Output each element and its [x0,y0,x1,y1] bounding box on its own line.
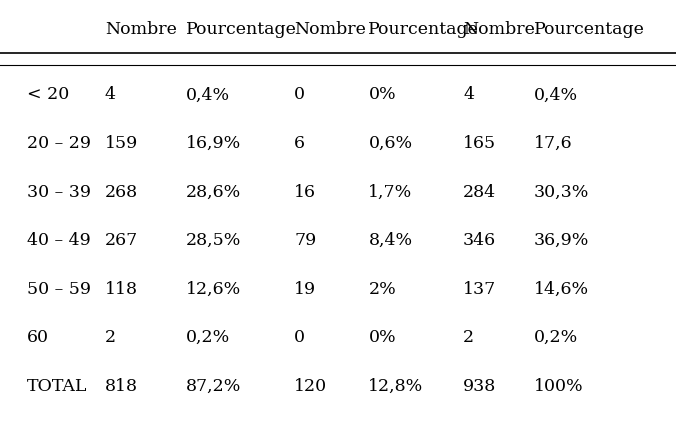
Text: 8,4%: 8,4% [368,232,412,249]
Text: 100%: 100% [534,378,583,395]
Text: 267: 267 [105,232,138,249]
Text: Nombre: Nombre [105,21,176,38]
Text: 0,2%: 0,2% [534,329,578,346]
Text: 0,6%: 0,6% [368,135,412,152]
Text: 20 – 29: 20 – 29 [27,135,91,152]
Text: Pourcentage: Pourcentage [534,21,645,38]
Text: Pourcentage: Pourcentage [186,21,297,38]
Text: 4: 4 [463,87,474,103]
Text: TOTAL: TOTAL [27,378,87,395]
Text: 40 – 49: 40 – 49 [27,232,91,249]
Text: 19: 19 [294,281,316,298]
Text: 87,2%: 87,2% [186,378,241,395]
Text: 30 – 39: 30 – 39 [27,184,91,200]
Text: 50 – 59: 50 – 59 [27,281,91,298]
Text: 165: 165 [463,135,496,152]
Text: Nombre: Nombre [463,21,535,38]
Text: Pourcentage: Pourcentage [368,21,479,38]
Text: 938: 938 [463,378,496,395]
Text: 17,6: 17,6 [534,135,573,152]
Text: 284: 284 [463,184,496,200]
Text: 346: 346 [463,232,496,249]
Text: 12,8%: 12,8% [368,378,424,395]
Text: 12,6%: 12,6% [186,281,241,298]
Text: 2: 2 [105,329,116,346]
Text: 159: 159 [105,135,138,152]
Text: 0: 0 [294,87,305,103]
Text: 137: 137 [463,281,496,298]
Text: 0,4%: 0,4% [534,87,578,103]
Text: 1,7%: 1,7% [368,184,412,200]
Text: 2%: 2% [368,281,396,298]
Text: 0%: 0% [368,329,396,346]
Text: 79: 79 [294,232,316,249]
Text: 2: 2 [463,329,474,346]
Text: 14,6%: 14,6% [534,281,589,298]
Text: 28,5%: 28,5% [186,232,241,249]
Text: 60: 60 [27,329,49,346]
Text: 28,6%: 28,6% [186,184,241,200]
Text: 268: 268 [105,184,138,200]
Text: 0%: 0% [368,87,396,103]
Text: Nombre: Nombre [294,21,366,38]
Text: 36,9%: 36,9% [534,232,589,249]
Text: 16,9%: 16,9% [186,135,241,152]
Text: 818: 818 [105,378,138,395]
Text: 118: 118 [105,281,138,298]
Text: 0,4%: 0,4% [186,87,230,103]
Text: 16: 16 [294,184,316,200]
Text: < 20: < 20 [27,87,69,103]
Text: 30,3%: 30,3% [534,184,589,200]
Text: 120: 120 [294,378,327,395]
Text: 4: 4 [105,87,116,103]
Text: 0: 0 [294,329,305,346]
Text: 0,2%: 0,2% [186,329,230,346]
Text: 6: 6 [294,135,305,152]
